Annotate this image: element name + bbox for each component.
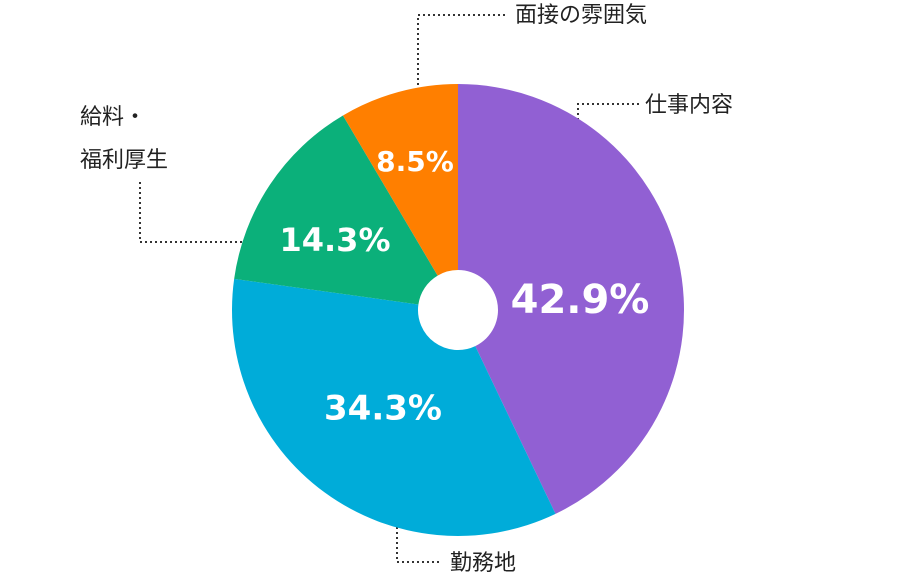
- leader-line: [396, 512, 440, 563]
- category-label: 仕事内容: [645, 93, 734, 118]
- slice: [342, 84, 458, 276]
- slice: [458, 84, 684, 514]
- value-label: 8.5%: [376, 145, 454, 178]
- category-label: 勤務地: [450, 551, 517, 576]
- leader-line: [139, 180, 262, 243]
- value-label: 42.9%: [511, 277, 650, 323]
- leader-line: [417, 14, 505, 110]
- slice: [234, 115, 438, 305]
- slice: [231, 278, 556, 537]
- value-label: 14.3%: [279, 221, 390, 259]
- category-label: 給料・ 福利厚生: [80, 105, 169, 173]
- category-label: 面接の雰囲気: [515, 3, 648, 28]
- value-label: 34.3%: [324, 389, 442, 429]
